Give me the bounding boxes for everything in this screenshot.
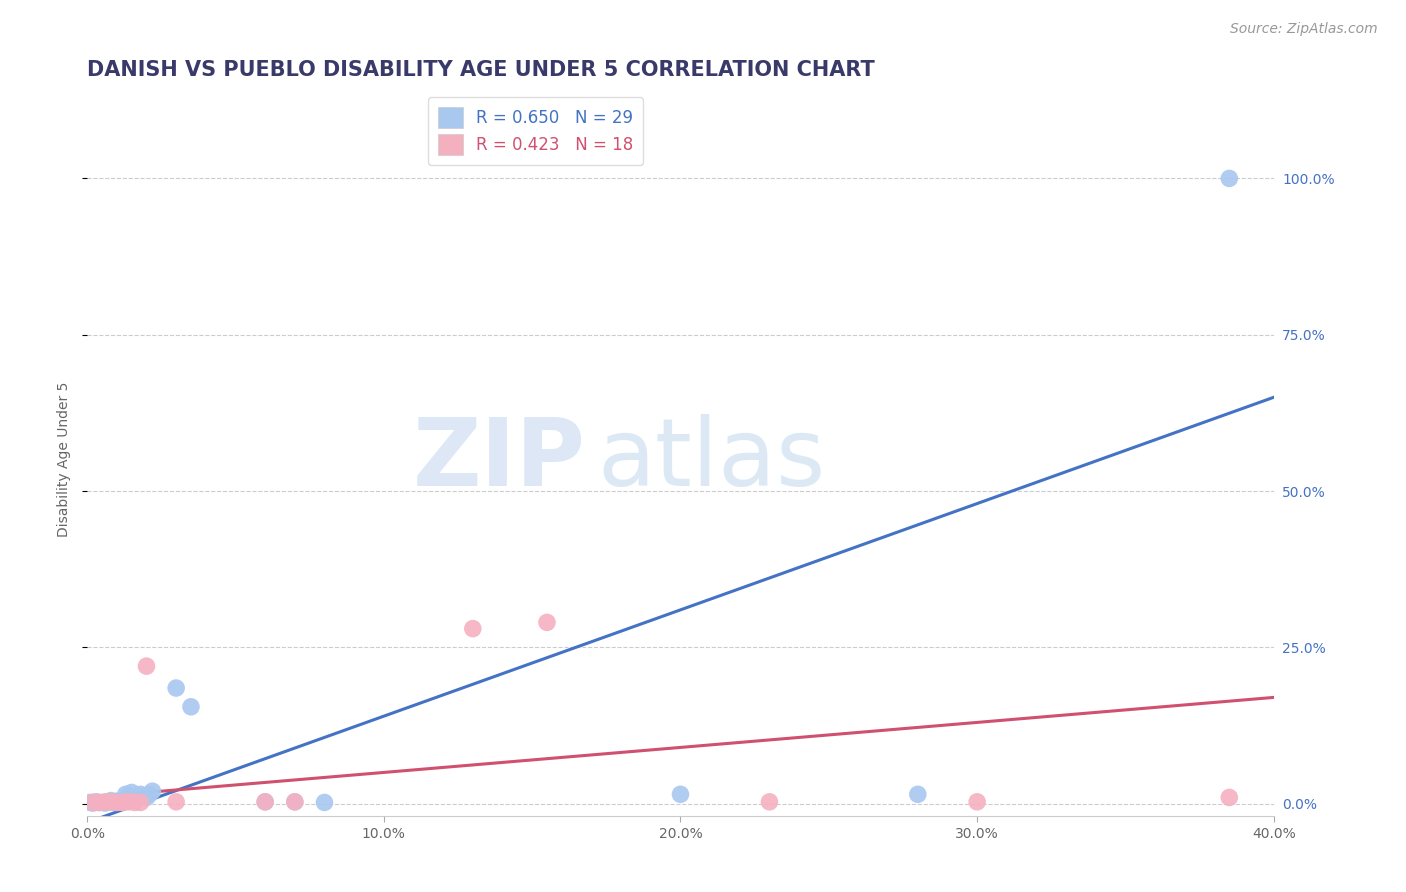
Point [84,795,107,809]
Point [100,795,122,809]
Point [82,796,104,810]
Point [127,790,149,805]
Text: ZIP: ZIP [413,414,585,506]
Point [165,681,187,695]
Point [124,791,146,805]
Point [284,795,307,809]
Text: Source: ZipAtlas.com: Source: ZipAtlas.com [1230,22,1378,37]
Point [907,787,929,801]
Point [314,796,336,810]
Point [141,784,163,798]
Point [135,659,157,673]
Point [254,795,277,809]
Point [124,796,146,810]
Point [82,796,104,810]
Point [111,796,134,810]
Point [758,795,780,809]
Point [100,794,122,808]
Point [135,790,157,805]
Point [111,796,134,810]
Point [105,794,128,808]
Text: atlas: atlas [598,414,825,506]
Point [966,795,988,809]
Point [536,615,558,630]
Point [118,795,141,809]
Point [94,795,117,809]
Point [105,796,128,810]
Point [138,787,160,801]
Point [1218,790,1240,805]
Point [669,787,692,801]
Point [180,699,202,714]
Point [94,796,117,810]
Point [87,796,110,810]
Point [87,796,110,810]
Point [114,787,136,801]
Point [254,795,277,809]
Point [1218,171,1240,186]
Point [165,795,187,809]
Point [284,795,307,809]
Point [118,789,141,804]
Point [129,787,152,801]
Point [129,796,152,810]
Text: DANISH VS PUEBLO DISABILITY AGE UNDER 5 CORRELATION CHART: DANISH VS PUEBLO DISABILITY AGE UNDER 5 … [87,60,875,79]
Point [461,622,484,636]
Point [103,796,125,810]
Point [79,796,101,810]
Point [132,789,155,804]
Point [121,785,143,799]
Y-axis label: Disability Age Under 5: Disability Age Under 5 [58,382,72,538]
Point [108,795,131,809]
Point [97,795,120,809]
Legend: R = 0.650   N = 29, R = 0.423   N = 18: R = 0.650 N = 29, R = 0.423 N = 18 [427,97,644,165]
